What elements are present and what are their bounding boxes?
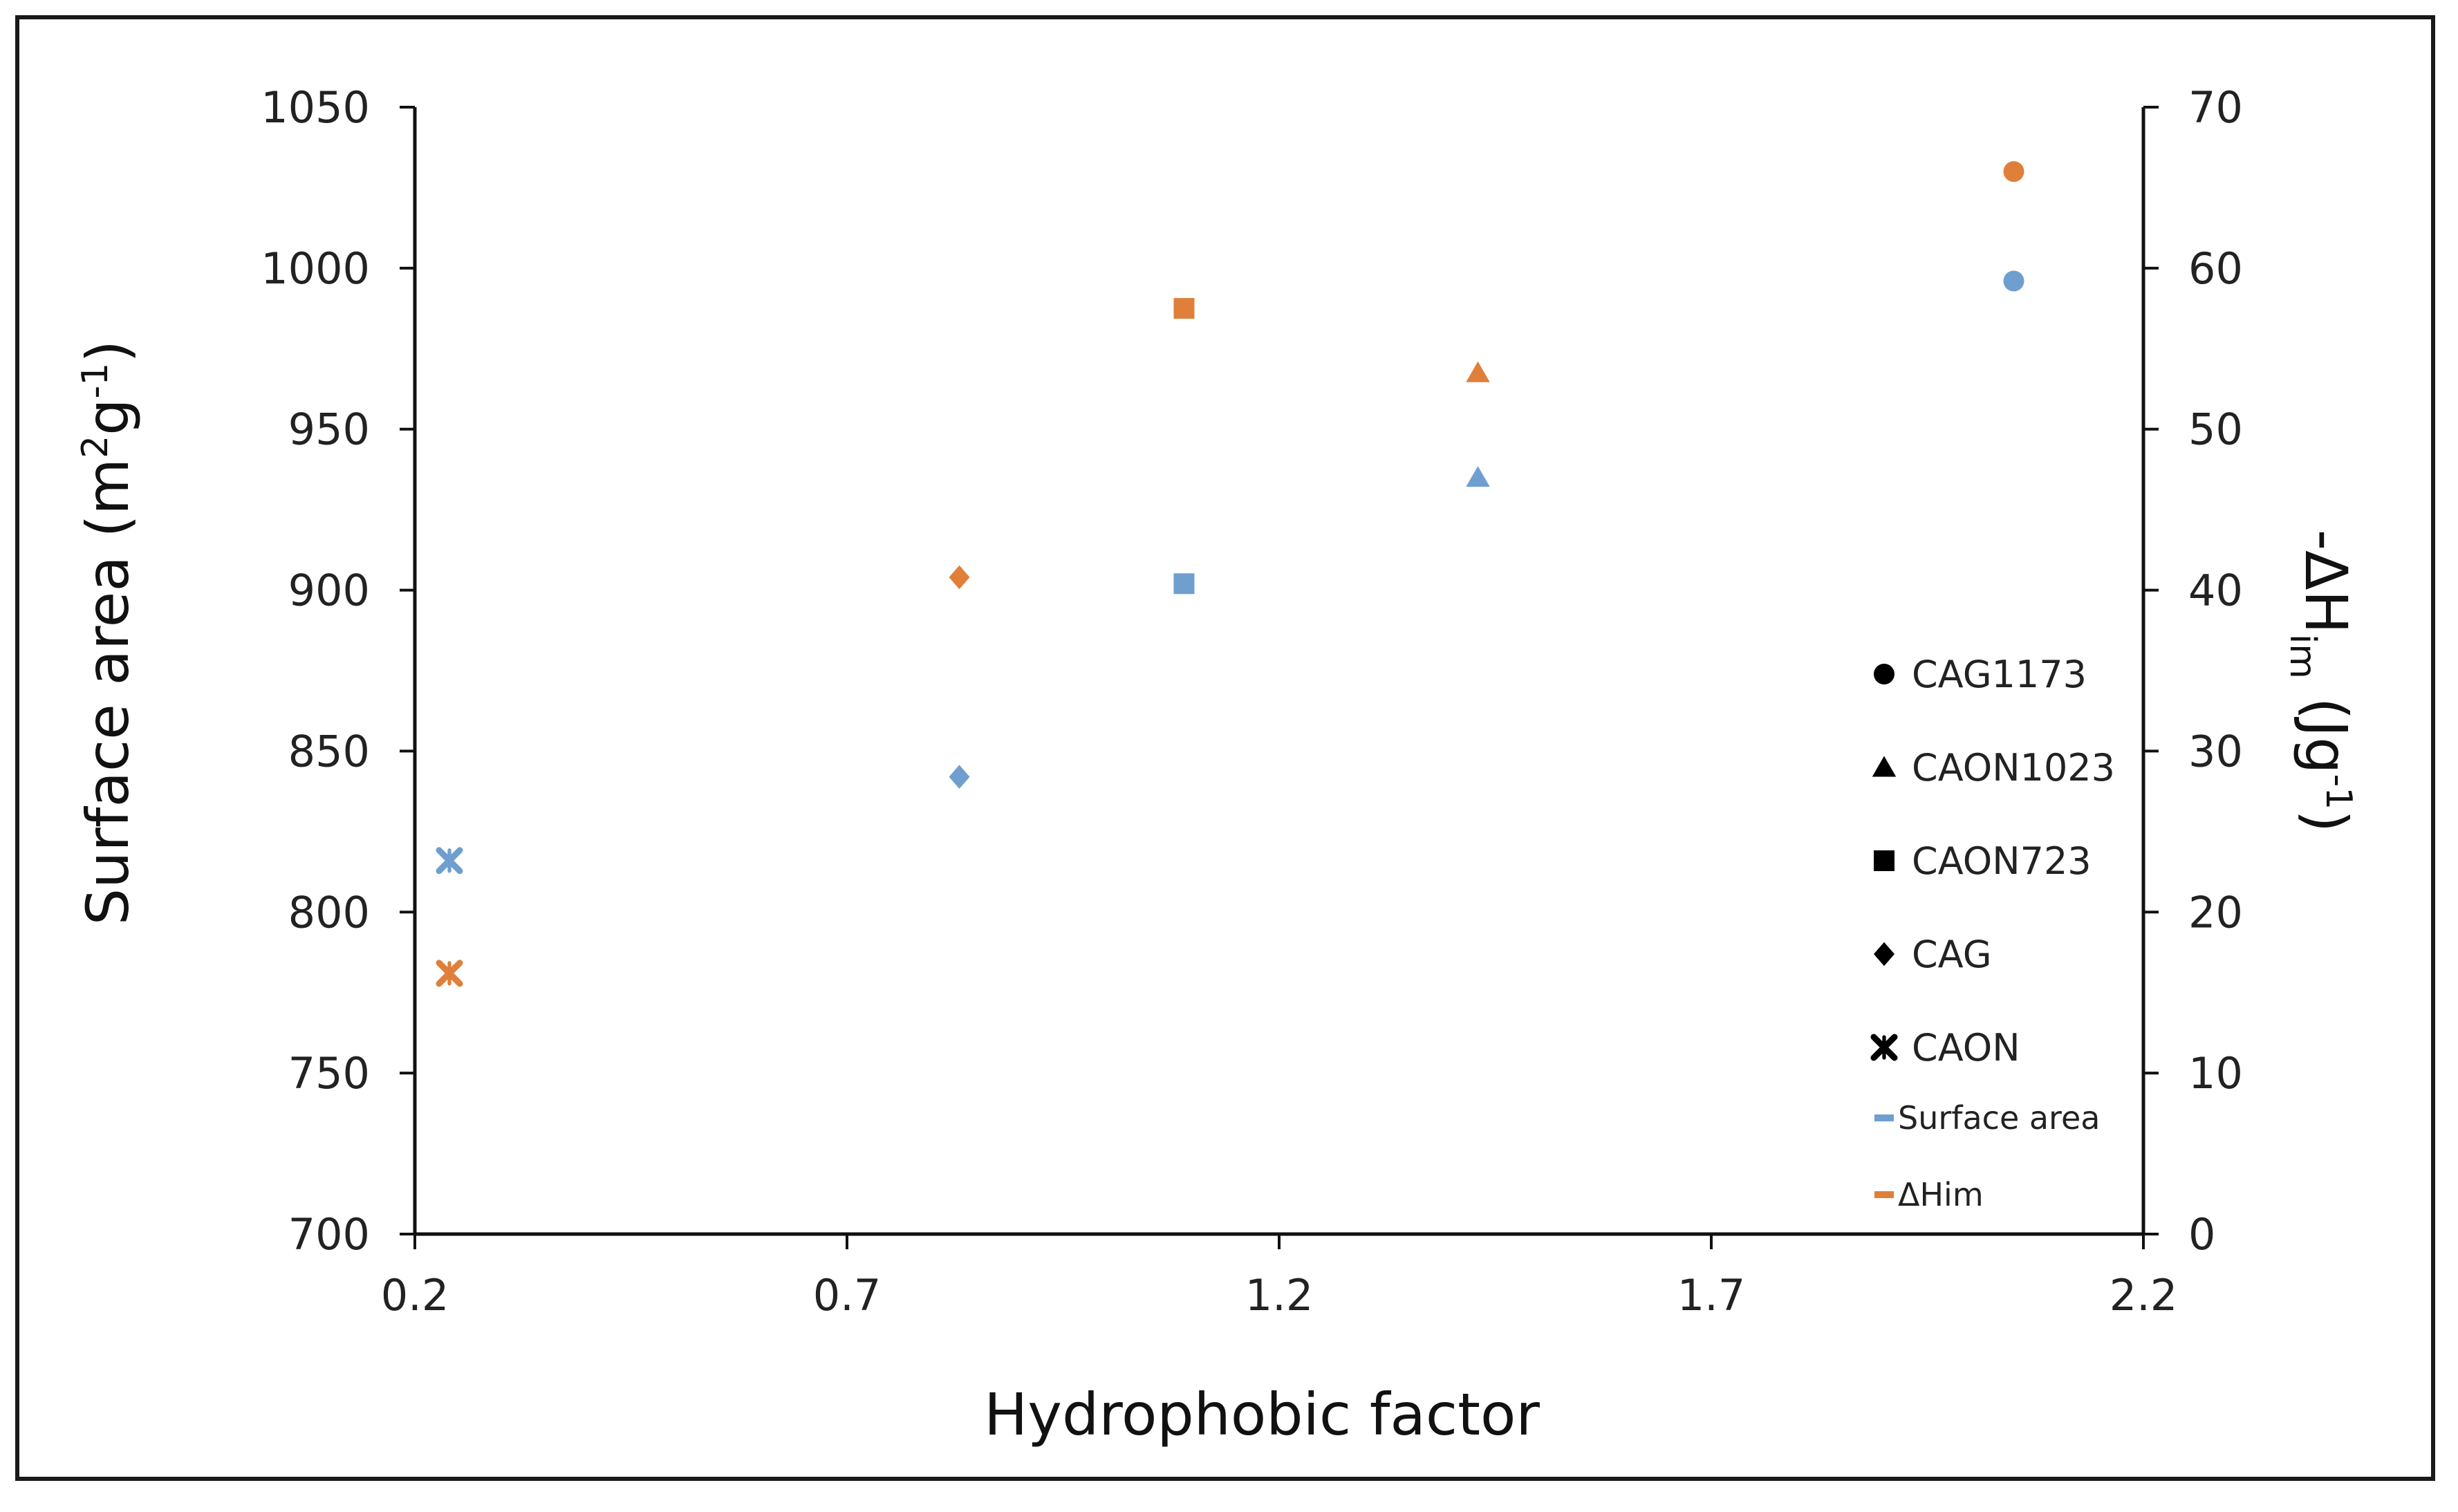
legend-label: CAG bbox=[1912, 933, 1992, 976]
x-tick-label: 0.7 bbox=[813, 1270, 882, 1320]
legend-label: CAG1173 bbox=[1912, 653, 2087, 696]
legend-label: CAON1023 bbox=[1912, 746, 2115, 790]
y-left-tick-label: 1000 bbox=[261, 243, 370, 294]
legend-label: CAON723 bbox=[1912, 839, 2092, 883]
y-axis-left-title-text: Surface area (m bbox=[74, 458, 142, 925]
y-left-tick-label: 950 bbox=[288, 404, 370, 455]
y-axis-right-title-text: -ΔH bbox=[2292, 530, 2360, 634]
data-point-surface-area-caon723 bbox=[1173, 573, 1195, 595]
y-right-tick-label: 70 bbox=[2188, 82, 2243, 133]
x-tick-label: 0.2 bbox=[381, 1270, 449, 1320]
y-axis-right-title-mid: (Jg bbox=[2292, 679, 2360, 774]
data-point-dhim-caon1023 bbox=[1466, 361, 1490, 382]
y-right-tick-label: 60 bbox=[2188, 243, 2243, 294]
y-right-tick-label: 10 bbox=[2188, 1048, 2243, 1099]
legend-series-label: ΔHim bbox=[1898, 1176, 1984, 1213]
legend-series-swatch bbox=[1874, 1114, 1894, 1121]
data-point-dhim-caon723 bbox=[1173, 298, 1195, 319]
x-tick-label: 2.2 bbox=[2110, 1270, 2178, 1320]
x-axis-title: Hydrophobic factor bbox=[984, 1381, 1540, 1448]
y-right-tick-label: 40 bbox=[2188, 566, 2243, 616]
data-point-dhim-cag1173 bbox=[2003, 161, 2024, 183]
y-axis-right-title-end: ) bbox=[2292, 810, 2360, 832]
y-right-tick-label: 50 bbox=[2188, 404, 2243, 455]
y-left-tick-label: 1050 bbox=[261, 82, 370, 133]
legend-marker-cag1173 bbox=[1874, 664, 1894, 684]
y-axis-left-title-mid: g bbox=[74, 398, 142, 435]
legend-marker-caon723 bbox=[1874, 850, 1894, 871]
legend-series-swatch bbox=[1874, 1191, 1894, 1198]
x-tick-label: 1.7 bbox=[1677, 1270, 1746, 1320]
legend: CAG1173 CAON1023 CAON723 CAG CAON Surface are… bbox=[1870, 653, 2115, 1213]
y-left-tick-label: 900 bbox=[288, 566, 370, 616]
y-axis-left-title-sup2: -1 bbox=[75, 363, 116, 399]
legend-label: CAON bbox=[1912, 1026, 2020, 1070]
data-point-dhim-cag bbox=[949, 565, 970, 590]
legend-marker-caon bbox=[1870, 1034, 1898, 1061]
legend-series-label: Surface area bbox=[1898, 1099, 2100, 1137]
y-axis-right-title-sup: -1 bbox=[2318, 774, 2359, 810]
y-axis-right-title-sub: im bbox=[2282, 634, 2323, 679]
tick-labels: 0.2 0.7 1.2 1.7 2.27007508008509009501000105… bbox=[261, 82, 2243, 1320]
y-axis-right-title: -ΔHim (Jg-1) bbox=[2282, 530, 2360, 832]
y-right-tick-label: 0 bbox=[2188, 1209, 2215, 1260]
y-left-tick-label: 800 bbox=[288, 887, 370, 937]
chart-frame bbox=[15, 15, 2435, 1481]
data-point-dhim-caon bbox=[436, 960, 463, 987]
data-point-surface-area-caon1023 bbox=[1466, 466, 1490, 487]
data-points bbox=[436, 161, 2024, 987]
y-axis-left-title: Surface area (m2g-1) bbox=[74, 340, 142, 925]
y-axis-left-title-sup1: 2 bbox=[75, 436, 116, 458]
y-left-tick-label: 850 bbox=[288, 726, 370, 776]
legend-marker-caon1023 bbox=[1872, 756, 1897, 777]
data-point-surface-area-caon bbox=[436, 847, 463, 875]
data-point-surface-area-cag bbox=[949, 765, 970, 789]
data-point-surface-area-cag1173 bbox=[2003, 270, 2024, 292]
y-left-tick-label: 750 bbox=[288, 1048, 370, 1099]
y-right-tick-label: 20 bbox=[2188, 887, 2243, 937]
x-tick-label: 1.2 bbox=[1245, 1270, 1314, 1320]
y-axis-left-title-end: ) bbox=[74, 340, 142, 363]
y-right-tick-label: 30 bbox=[2188, 726, 2243, 776]
y-left-tick-label: 700 bbox=[288, 1209, 370, 1260]
legend-marker-cag bbox=[1874, 942, 1894, 967]
